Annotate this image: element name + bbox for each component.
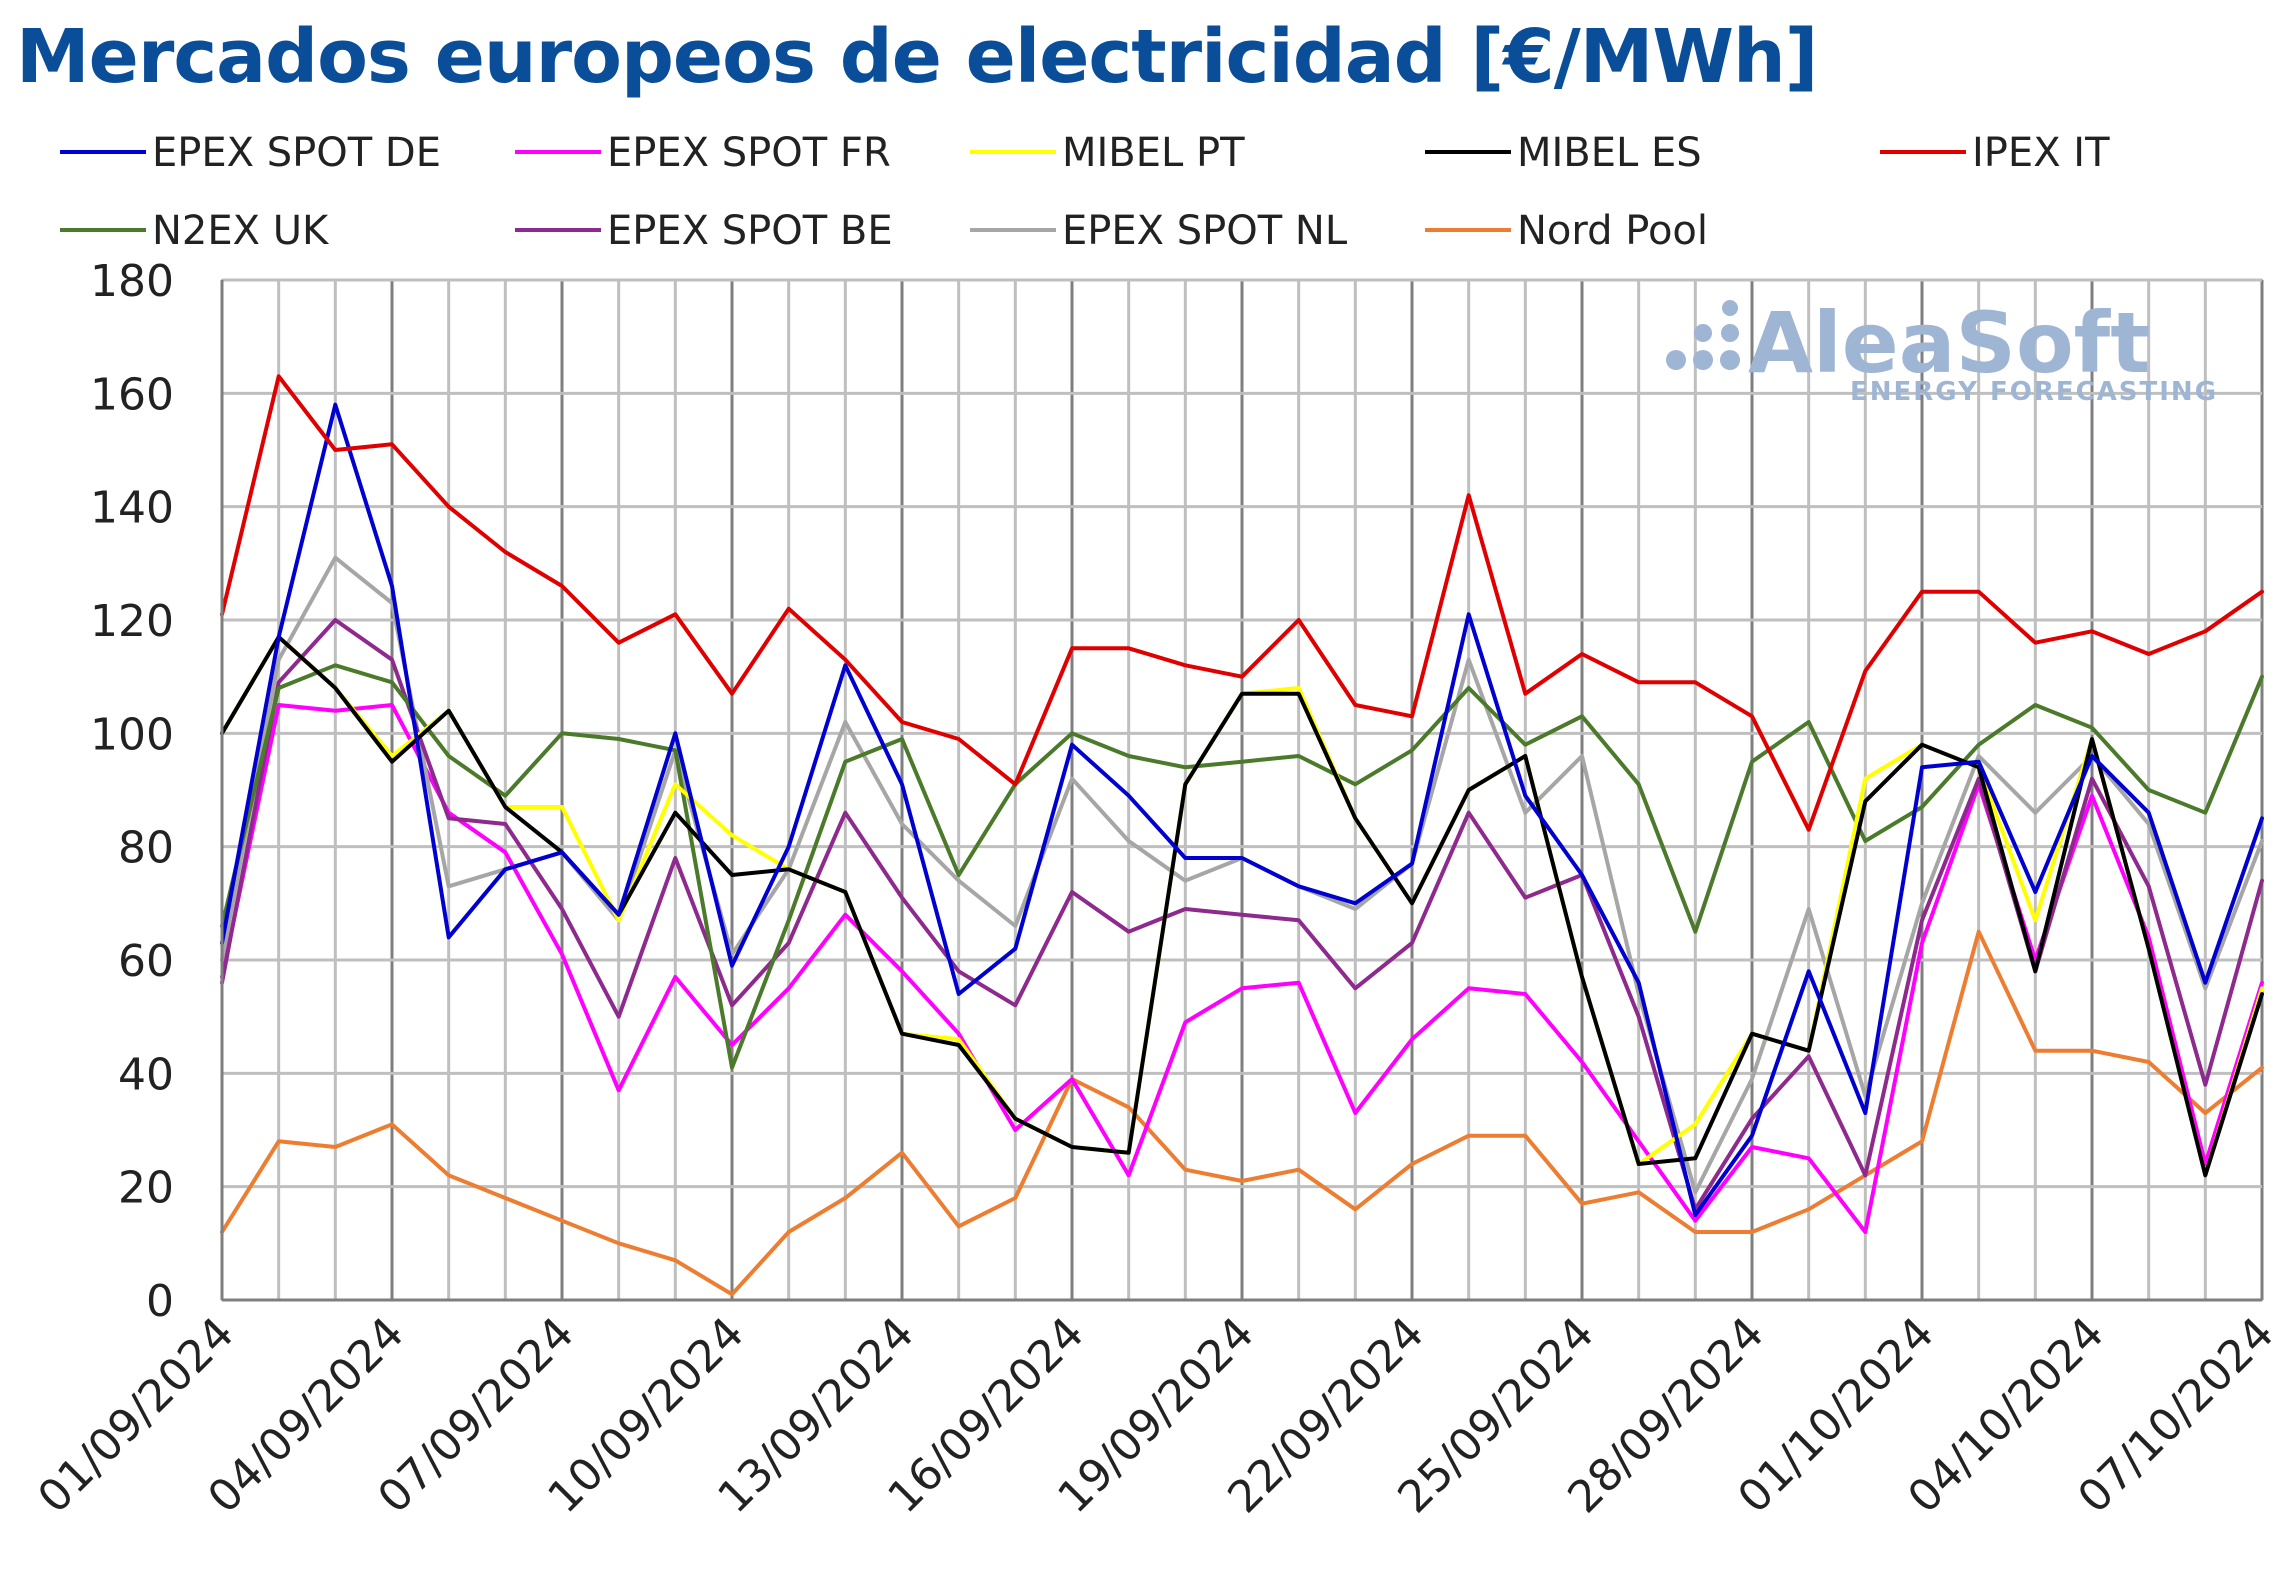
y-tick-label: 20 bbox=[118, 1163, 174, 1214]
legend-label: Nord Pool bbox=[1517, 208, 1708, 254]
legend-label: EPEX SPOT BE bbox=[607, 208, 893, 254]
series-line-ipex-it bbox=[220, 374, 2264, 832]
y-tick-label: 0 bbox=[146, 1276, 174, 1327]
series-line-nord-pool bbox=[220, 929, 2264, 1297]
watermark-brand: AleaSoft bbox=[1748, 294, 2150, 392]
legend-label: N2EX UK bbox=[152, 208, 330, 254]
legend-label: MIBEL PT bbox=[1062, 130, 1245, 176]
series-line-epex-spot-fr bbox=[220, 703, 2264, 1234]
y-tick-label: 140 bbox=[90, 483, 174, 534]
legend-label: EPEX SPOT NL bbox=[1062, 208, 1348, 254]
aleasoft-logo-icon bbox=[1666, 300, 1740, 370]
legend-label: EPEX SPOT DE bbox=[152, 130, 441, 176]
x-axis-ticks: 01/09/202404/09/202407/09/202410/09/2024… bbox=[28, 1308, 2282, 1523]
y-tick-label: 80 bbox=[118, 823, 174, 874]
watermark-tagline: ENERGY FORECASTING bbox=[1850, 377, 2218, 407]
legend-label: MIBEL ES bbox=[1517, 130, 1702, 176]
y-tick-label: 40 bbox=[118, 1049, 174, 1100]
legend-label: EPEX SPOT FR bbox=[607, 130, 891, 176]
aleasoft-watermark: AleaSoft ENERGY FORECASTING bbox=[1666, 294, 2218, 407]
series-line-epex-spot-be bbox=[220, 618, 2264, 1212]
axes bbox=[220, 280, 2262, 1302]
y-axis-ticks: 0 20 40 60 80 100 120 140 160 180 bbox=[90, 256, 174, 1327]
series-lines bbox=[220, 374, 2264, 1297]
y-tick-label: 120 bbox=[90, 596, 174, 647]
y-tick-label: 180 bbox=[90, 256, 174, 307]
legend: EPEX SPOT DE EPEX SPOT FR MIBEL PT MIBEL ES… bbox=[60, 130, 2110, 254]
series-line-n2ex-uk bbox=[220, 663, 2264, 1070]
legend-label: IPEX IT bbox=[1972, 130, 2110, 176]
y-tick-label: 60 bbox=[118, 936, 174, 987]
y-tick-label: 160 bbox=[90, 369, 174, 420]
chart-title: Mercados europeos de electricidad [€/MWh… bbox=[16, 14, 1818, 100]
y-tick-label: 100 bbox=[90, 709, 174, 760]
series-line-epex-spot-de bbox=[220, 402, 2264, 1217]
